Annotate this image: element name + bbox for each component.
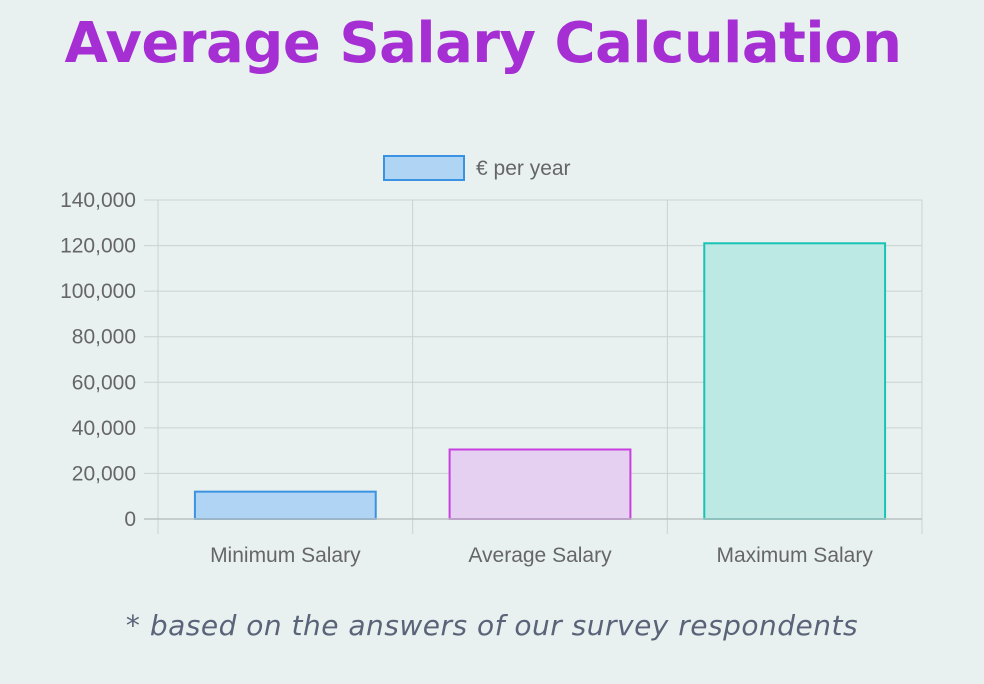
y-tick-label: 140,000 — [60, 189, 136, 212]
x-tick-label: Maximum Salary — [716, 544, 873, 567]
bar-minimum-salary — [193, 490, 377, 520]
x-axis: Minimum Salary Average Salary Maximum Sala… — [144, 518, 922, 567]
bar-maximum-salary — [703, 242, 887, 521]
bar-average-salary — [448, 448, 632, 520]
y-tick-label: 60,000 — [72, 371, 136, 394]
grid-lines — [144, 199, 923, 534]
legend-label: € per year — [476, 157, 571, 180]
x-tick-label: Average Salary — [468, 544, 612, 567]
y-tick-label: 100,000 — [60, 280, 136, 303]
y-tick-label: 0 — [124, 508, 136, 531]
page-title: Average Salary Calculation — [64, 11, 902, 76]
salary-bar-chart: € per year 0 20,000 40,000 60,000 80,000 100,… — [0, 140, 984, 580]
x-tick-label: Minimum Salary — [210, 544, 361, 567]
y-tick-label: 80,000 — [72, 326, 136, 349]
legend[interactable]: € per year — [383, 155, 571, 181]
y-tick-label: 20,000 — [72, 462, 136, 485]
y-axis: 0 20,000 40,000 60,000 80,000 100,000 120,000 1… — [60, 189, 136, 531]
bars — [193, 242, 887, 521]
footnote: * based on the answers of our survey res… — [125, 609, 859, 642]
chart-svg: € per year 0 20,000 40,000 60,000 80,000 100,… — [60, 155, 923, 567]
y-tick-label: 120,000 — [60, 235, 136, 258]
legend-swatch — [383, 155, 465, 181]
y-tick-label: 40,000 — [72, 417, 136, 440]
